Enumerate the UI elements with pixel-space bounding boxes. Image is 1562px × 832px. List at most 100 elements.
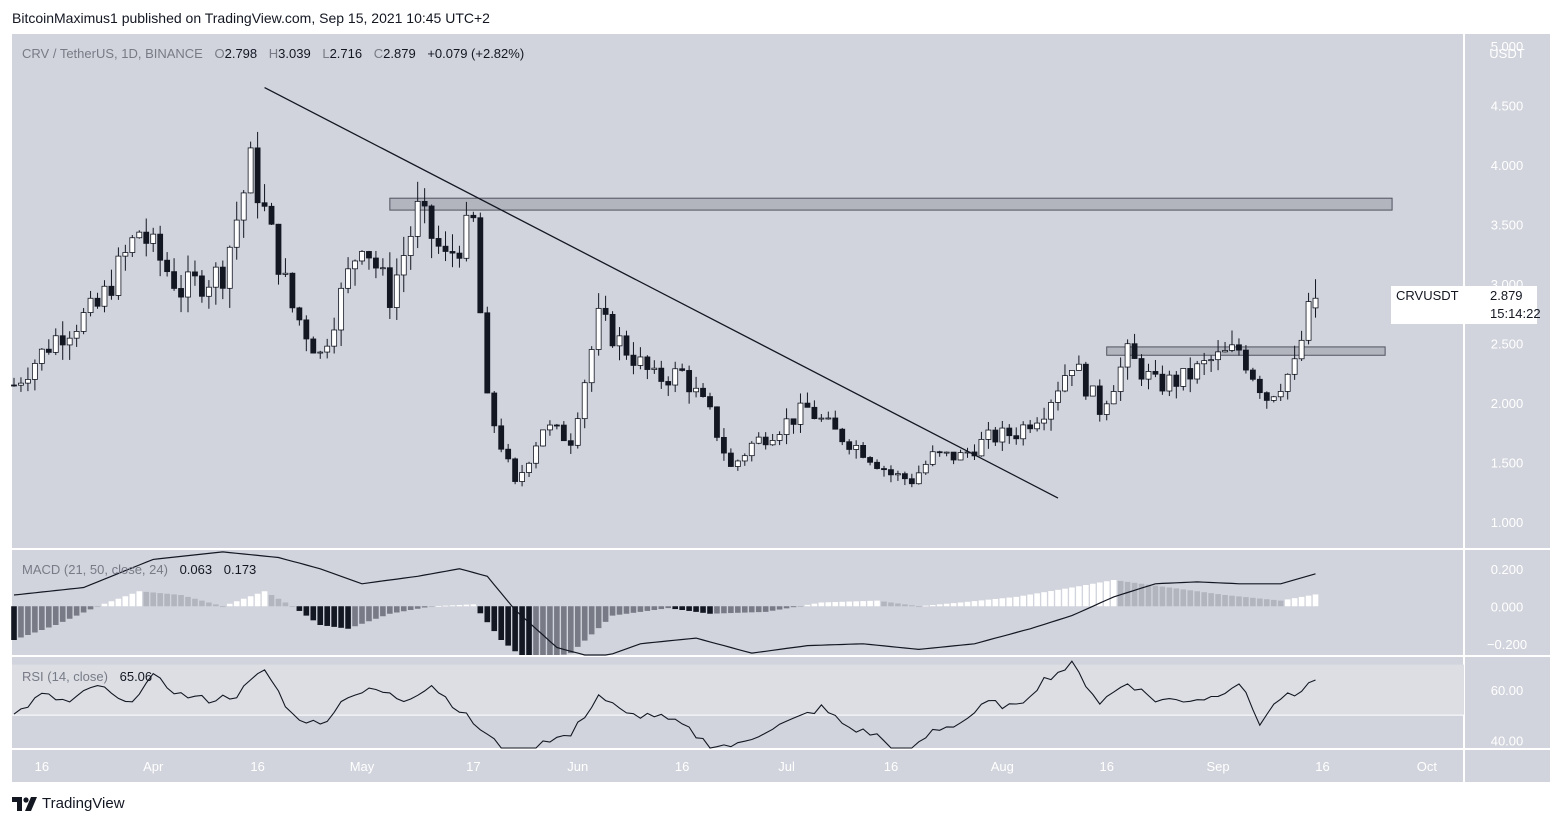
candle-down[interactable]: [1082, 363, 1089, 397]
candle-down[interactable]: [178, 288, 184, 298]
candle-down[interactable]: [839, 428, 846, 443]
candle-down[interactable]: [164, 259, 171, 273]
candle-up[interactable]: [352, 260, 358, 270]
candle-down[interactable]: [1236, 344, 1242, 351]
candle-down[interactable]: [1159, 373, 1166, 392]
candle-up[interactable]: [734, 460, 741, 467]
candle-up[interactable]: [226, 246, 233, 289]
candle-down[interactable]: [456, 252, 463, 259]
candle-down[interactable]: [108, 285, 115, 296]
candle-up[interactable]: [393, 274, 400, 308]
candle-up[interactable]: [595, 307, 602, 350]
candle-down[interactable]: [888, 469, 894, 476]
candle-down[interactable]: [553, 424, 560, 427]
candle-up[interactable]: [282, 272, 289, 275]
candle-up[interactable]: [818, 417, 825, 420]
candle-down[interactable]: [630, 354, 637, 366]
candle-up[interactable]: [1117, 366, 1124, 392]
candle-down[interactable]: [296, 307, 303, 321]
candle-down[interactable]: [867, 457, 873, 463]
candle-down[interactable]: [484, 312, 491, 394]
candle-up[interactable]: [985, 429, 992, 440]
candle-up[interactable]: [1062, 375, 1068, 392]
candle-down[interactable]: [366, 251, 372, 259]
candle-up[interactable]: [519, 472, 525, 482]
candle-up[interactable]: [31, 363, 38, 380]
candle-down[interactable]: [1243, 349, 1249, 371]
candle-up[interactable]: [205, 286, 212, 297]
candle-down[interactable]: [1006, 427, 1013, 437]
candle-up[interactable]: [616, 335, 623, 347]
candle-down[interactable]: [303, 319, 310, 340]
price-axis-bg[interactable]: [1464, 34, 1550, 748]
candle-up[interactable]: [122, 252, 129, 257]
candle-up[interactable]: [1034, 422, 1041, 430]
candle-up[interactable]: [185, 271, 191, 298]
candle-up[interactable]: [87, 297, 94, 313]
candle-up[interactable]: [1229, 344, 1235, 351]
candle-down[interactable]: [1027, 424, 1034, 430]
candle-down[interactable]: [1256, 378, 1263, 394]
candle-down[interactable]: [477, 217, 484, 314]
candle-down[interactable]: [1187, 368, 1194, 380]
candle-down[interactable]: [950, 451, 957, 461]
candle-down[interactable]: [665, 381, 672, 386]
candle-down[interactable]: [714, 406, 720, 438]
candle-up[interactable]: [1222, 350, 1228, 353]
time-axis-bg[interactable]: [12, 750, 1464, 782]
candle-up[interactable]: [1298, 339, 1305, 360]
candle-up[interactable]: [769, 440, 776, 446]
candle-up[interactable]: [101, 285, 108, 307]
candle-down[interactable]: [1013, 435, 1020, 440]
candle-up[interactable]: [73, 331, 80, 339]
candle-up[interactable]: [345, 268, 351, 289]
candle-up[interactable]: [1124, 343, 1131, 368]
descending-trendline[interactable]: [264, 86, 1059, 499]
candle-down[interactable]: [491, 392, 498, 427]
candle-down[interactable]: [846, 441, 853, 450]
candle-down[interactable]: [512, 458, 519, 482]
candle-down[interactable]: [700, 387, 706, 397]
candle-up[interactable]: [1089, 385, 1096, 397]
candle-up[interactable]: [324, 345, 331, 353]
candle-down[interactable]: [1263, 392, 1270, 401]
candle-down[interactable]: [762, 436, 769, 446]
candle-up[interactable]: [1180, 368, 1187, 387]
candle-up[interactable]: [240, 192, 247, 221]
candle-up[interactable]: [825, 417, 832, 420]
candle-up[interactable]: [1270, 396, 1277, 401]
candle-up[interactable]: [331, 329, 338, 347]
candle-up[interactable]: [129, 237, 136, 253]
candle-down[interactable]: [1249, 369, 1256, 380]
candle-up[interactable]: [18, 382, 24, 386]
candle-up[interactable]: [957, 452, 964, 461]
candle-up[interactable]: [1277, 391, 1284, 398]
candle-down[interactable]: [268, 205, 275, 225]
candle-up[interactable]: [414, 200, 421, 237]
candle-up[interactable]: [66, 337, 73, 346]
candle-down[interactable]: [470, 214, 477, 219]
candle-up[interactable]: [1215, 351, 1221, 361]
candle-up[interactable]: [574, 418, 581, 446]
candle-down[interactable]: [908, 478, 915, 485]
candle-down[interactable]: [901, 473, 908, 480]
candle-up[interactable]: [741, 455, 748, 462]
candle-down[interactable]: [1152, 371, 1159, 375]
candle-up[interactable]: [1055, 390, 1061, 403]
candle-down[interactable]: [59, 335, 66, 346]
candle-up[interactable]: [1201, 360, 1208, 365]
candle-up[interactable]: [999, 427, 1006, 443]
candle-up[interactable]: [463, 214, 470, 259]
candle-down[interactable]: [11, 384, 17, 387]
candle-up[interactable]: [533, 445, 539, 464]
candle-up[interactable]: [233, 219, 240, 248]
candle-down[interactable]: [505, 448, 512, 460]
candle-down[interactable]: [881, 468, 887, 471]
candle-down[interactable]: [289, 272, 296, 309]
candle-down[interactable]: [428, 205, 435, 239]
candle-up[interactable]: [1312, 297, 1319, 309]
candle-up[interactable]: [581, 382, 588, 420]
candle-up[interactable]: [797, 402, 804, 425]
candle-up[interactable]: [1041, 418, 1047, 424]
